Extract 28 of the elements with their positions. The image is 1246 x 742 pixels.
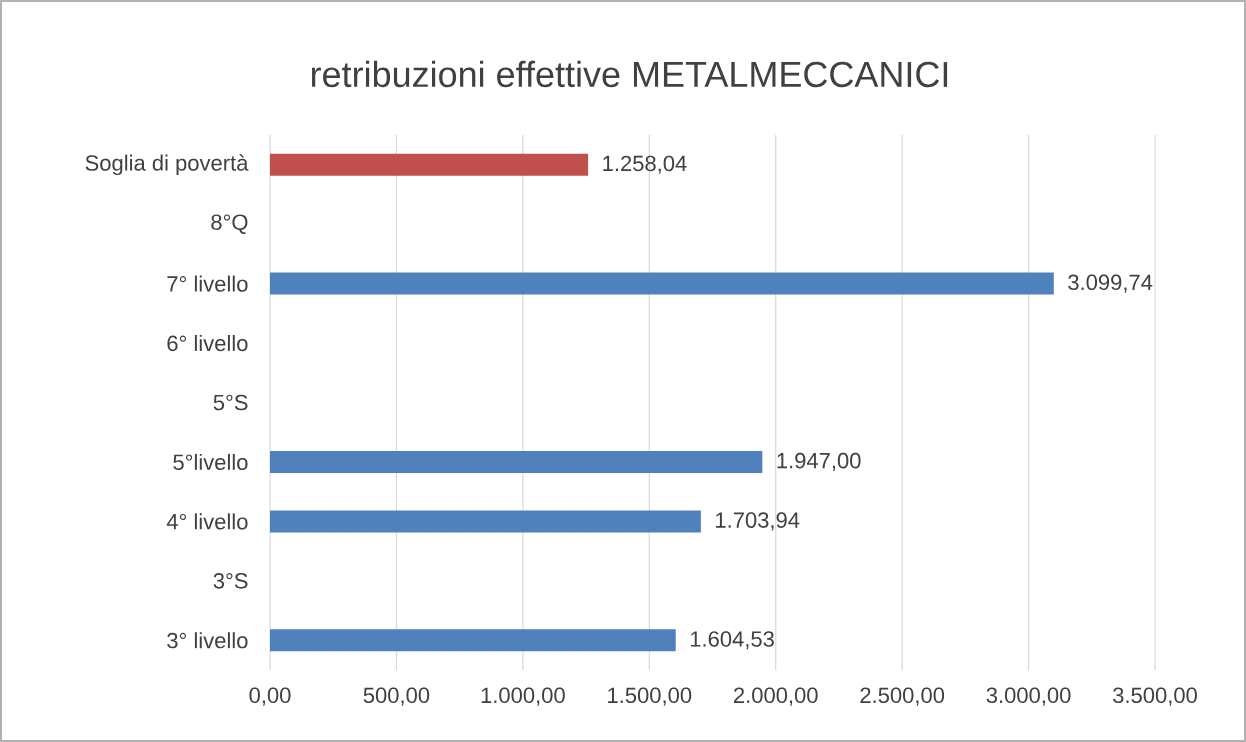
x-tick-label: 2.500,00	[860, 687, 945, 706]
data-label: 1.258,04	[603, 155, 687, 174]
y-tick-label: 4° livello	[166, 513, 248, 530]
x-tick-label: 0,00	[249, 687, 291, 706]
y-tick-label: 7° livello	[167, 275, 248, 292]
x-tick-label: 3.000,00	[986, 687, 1071, 706]
y-tick-label: 6° livello	[167, 334, 248, 352]
data-label: 1.703,94	[716, 512, 800, 531]
x-tick-label: 1.500,00	[608, 687, 692, 706]
data-label: 1.604,53	[690, 631, 774, 650]
y-tick-label: 5°S	[213, 394, 248, 411]
chart-title: retribuzioni effettive METALMECCANICI	[311, 60, 948, 88]
x-tick-label: 3.500,00	[1113, 687, 1197, 706]
y-tick-label: 8°Q	[211, 214, 248, 234]
x-tick-label: 2.000,00	[734, 687, 818, 706]
bar	[270, 450, 763, 473]
data-label: 3.099,74	[1068, 274, 1153, 293]
x-tick-label: 1.000,00	[481, 687, 565, 706]
y-tick-label: 3°S	[213, 573, 248, 589]
x-tick-label: 500,00	[363, 687, 430, 706]
y-tick-label: 3° livello	[167, 632, 248, 649]
y-tick-label: Soglia di povertà	[85, 154, 249, 176]
bar	[270, 629, 676, 652]
bar	[270, 153, 589, 176]
y-tick-label: 5°livello	[173, 453, 248, 471]
bar	[270, 272, 1054, 295]
data-label: 1.947,00	[777, 452, 861, 472]
bar	[270, 510, 701, 533]
